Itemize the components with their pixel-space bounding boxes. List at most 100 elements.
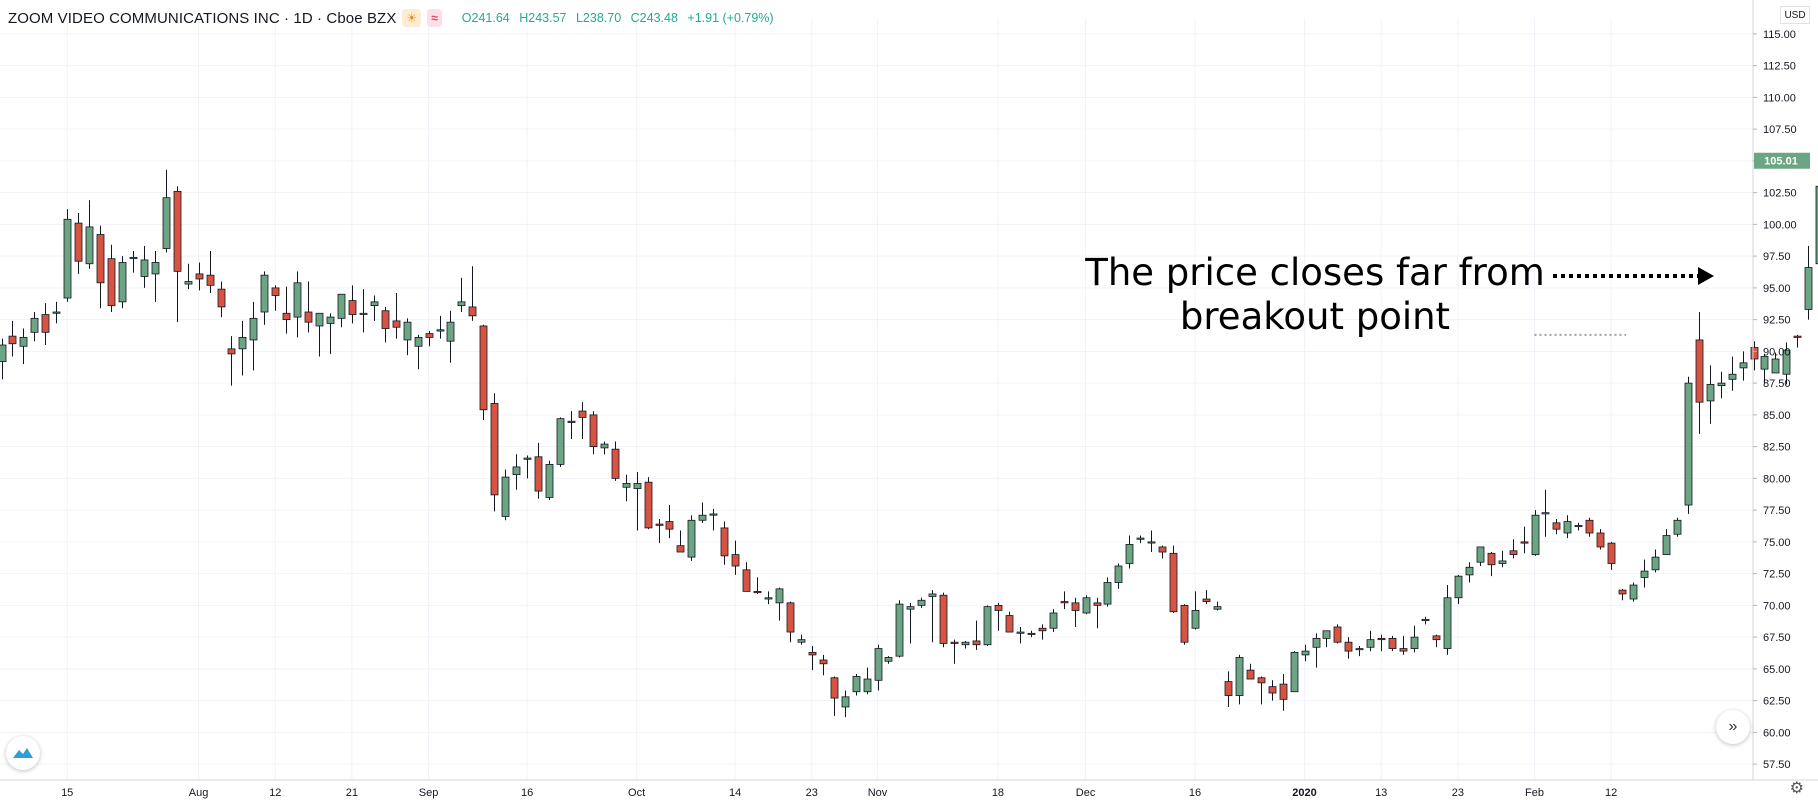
gear-icon[interactable]: ⚙ xyxy=(1789,780,1804,797)
candle-body xyxy=(1717,382,1726,387)
price-tick-label: 80.00 xyxy=(1763,473,1791,485)
candle-body xyxy=(1279,683,1288,700)
candle-body xyxy=(1038,627,1047,632)
symbol-title[interactable]: ZOOM VIDEO COMMUNICATIONS INC · 1D · Cbo… xyxy=(8,9,397,27)
candle-body xyxy=(1246,669,1255,680)
annotation-arrow xyxy=(1553,267,1714,285)
price-tick-label: 82.50 xyxy=(1763,442,1791,454)
candle-body xyxy=(1673,519,1682,535)
annotation-arrow-head xyxy=(1698,267,1714,285)
candle-body xyxy=(1333,626,1342,643)
candle-body xyxy=(304,311,313,323)
candle-body xyxy=(1125,544,1134,564)
price-tick-label: 107.50 xyxy=(1763,124,1797,136)
candle-body xyxy=(1432,635,1441,641)
candlesticks xyxy=(0,169,1818,718)
candle-body xyxy=(917,599,926,606)
candle-body xyxy=(1103,582,1112,605)
candle-body xyxy=(315,312,324,327)
time-tick-label: 16 xyxy=(1189,787,1201,799)
candle-body xyxy=(1531,514,1540,555)
candle-body xyxy=(709,513,718,516)
tradingview-logo-icon[interactable] xyxy=(6,736,40,770)
candle-body xyxy=(556,418,565,465)
candle-body xyxy=(1739,362,1748,369)
price-tick-label: 87.50 xyxy=(1763,378,1791,390)
candle-body xyxy=(337,293,346,319)
candle-body xyxy=(1618,589,1627,595)
candle-body xyxy=(8,335,17,345)
candle-body xyxy=(1509,550,1518,555)
double-chevron-right-icon[interactable]: » xyxy=(1716,710,1750,744)
wave-icon[interactable]: ≈ xyxy=(427,9,442,27)
time-tick-label: 13 xyxy=(1375,787,1387,799)
candle-body xyxy=(884,657,893,662)
candle-body xyxy=(797,639,806,643)
candle-body xyxy=(1355,648,1364,651)
candle-body xyxy=(129,256,138,260)
price-axis[interactable]: 57.50 60.00 62.50 65.00 67.50 70.00 72.50 75.00… xyxy=(1753,29,1797,771)
candle-body xyxy=(1487,552,1496,566)
candle-body xyxy=(545,464,554,498)
price-tick-label: 110.00 xyxy=(1763,92,1796,104)
candle-body xyxy=(1771,358,1780,374)
candle-body xyxy=(1290,651,1299,693)
time-tick-label: 23 xyxy=(806,787,818,799)
candle-body xyxy=(1640,570,1649,578)
candle-body xyxy=(1782,349,1791,375)
candle-body xyxy=(928,593,937,597)
candle-body xyxy=(1728,373,1737,380)
candle-body xyxy=(994,604,1003,611)
candle-body xyxy=(808,651,817,656)
candle-body xyxy=(644,481,653,529)
price-tick-label: 102.50 xyxy=(1763,188,1797,200)
candle-body xyxy=(1760,356,1769,370)
price-tick-label: 115.00 xyxy=(1763,29,1796,41)
last-price-badge xyxy=(1754,152,1810,169)
candle-body xyxy=(622,483,631,488)
price-tick-label: 65.00 xyxy=(1763,664,1791,676)
candle-body xyxy=(118,262,127,303)
time-tick-label: 15 xyxy=(61,787,73,799)
price-tick-label: 62.50 xyxy=(1763,696,1791,708)
candle-body xyxy=(600,443,609,449)
candle-body xyxy=(1574,524,1583,528)
candle-body xyxy=(107,258,116,307)
candle-body xyxy=(1235,657,1244,696)
candle-body xyxy=(1552,522,1561,530)
candle-body xyxy=(74,222,83,262)
candle-body xyxy=(665,521,674,530)
candle-body xyxy=(260,274,269,313)
candle-body xyxy=(1629,584,1638,600)
candle-body xyxy=(1465,566,1474,576)
candle-body xyxy=(1257,677,1266,684)
candle-body xyxy=(764,597,773,600)
candle-body xyxy=(895,603,904,657)
candle-body xyxy=(1695,339,1704,403)
price-tick-label: 97.50 xyxy=(1763,251,1791,263)
candle-body xyxy=(63,218,72,299)
time-tick-label: 12 xyxy=(269,787,281,799)
candle-body xyxy=(906,606,915,610)
candle-body xyxy=(567,420,576,423)
candle-body xyxy=(1322,630,1331,639)
candle-body xyxy=(1136,537,1145,540)
candle-body xyxy=(1016,631,1025,634)
candle-body xyxy=(414,337,423,347)
currency-label[interactable]: USD xyxy=(1780,6,1810,24)
time-axis[interactable]: 15 Aug 12 21 Sep 16 Oct 14 23 Nov 18 Dec 16 2020 13 23 F… xyxy=(61,787,1617,799)
candle-body xyxy=(30,317,39,333)
candle-body xyxy=(841,696,850,708)
candle-body xyxy=(271,287,280,296)
candle-body xyxy=(326,316,335,324)
candle-body xyxy=(1498,560,1507,564)
candle-body xyxy=(1399,648,1408,652)
candle-body xyxy=(1093,602,1102,606)
candle-body xyxy=(162,197,171,249)
sun-icon[interactable]: ☀ xyxy=(402,9,422,27)
chart-header: ZOOM VIDEO COMMUNICATIONS INC · 1D · Cbo… xyxy=(8,8,780,28)
candle-body xyxy=(392,320,401,328)
candle-body xyxy=(578,410,587,418)
time-tick-label: 21 xyxy=(346,787,358,799)
